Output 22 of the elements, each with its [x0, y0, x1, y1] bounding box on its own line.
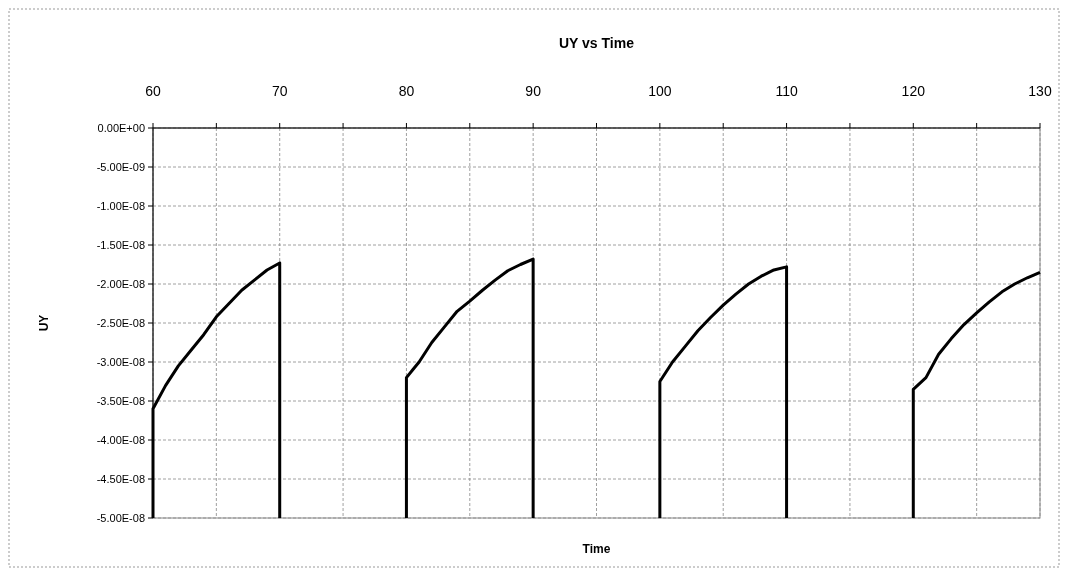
y-tick-label: -2.50E-08 — [96, 317, 145, 329]
y-tick-label: -3.50E-08 — [96, 395, 145, 407]
y-tick-label: -4.00E-08 — [96, 434, 145, 446]
x-tick-label: 130 — [1028, 83, 1052, 99]
x-tick-label: 110 — [775, 83, 798, 99]
y-tick-label: -1.00E-08 — [96, 200, 145, 212]
y-tick-label: -1.50E-08 — [96, 239, 145, 251]
y-tick-label: -5.00E-09 — [96, 161, 145, 173]
x-tick-label: 90 — [525, 83, 542, 99]
x-tick-label: 80 — [398, 83, 415, 99]
y-tick-label: 0.00E+00 — [97, 122, 145, 134]
x-tick-label: 70 — [271, 83, 288, 99]
x-tick-label: 60 — [145, 83, 161, 99]
y-tick-label: -4.50E-08 — [96, 473, 145, 485]
x-axis-title: Time — [582, 542, 611, 556]
chart-title: UY vs Time — [559, 35, 635, 51]
y-tick-label: -2.00E-08 — [96, 278, 145, 290]
x-tick-label: 100 — [648, 83, 672, 99]
y-tick-label: -5.00E-08 — [96, 512, 145, 524]
y-axis-title: UY — [37, 314, 51, 332]
y-tick-label: -3.00E-08 — [96, 356, 145, 368]
x-tick-label: 120 — [901, 83, 926, 99]
